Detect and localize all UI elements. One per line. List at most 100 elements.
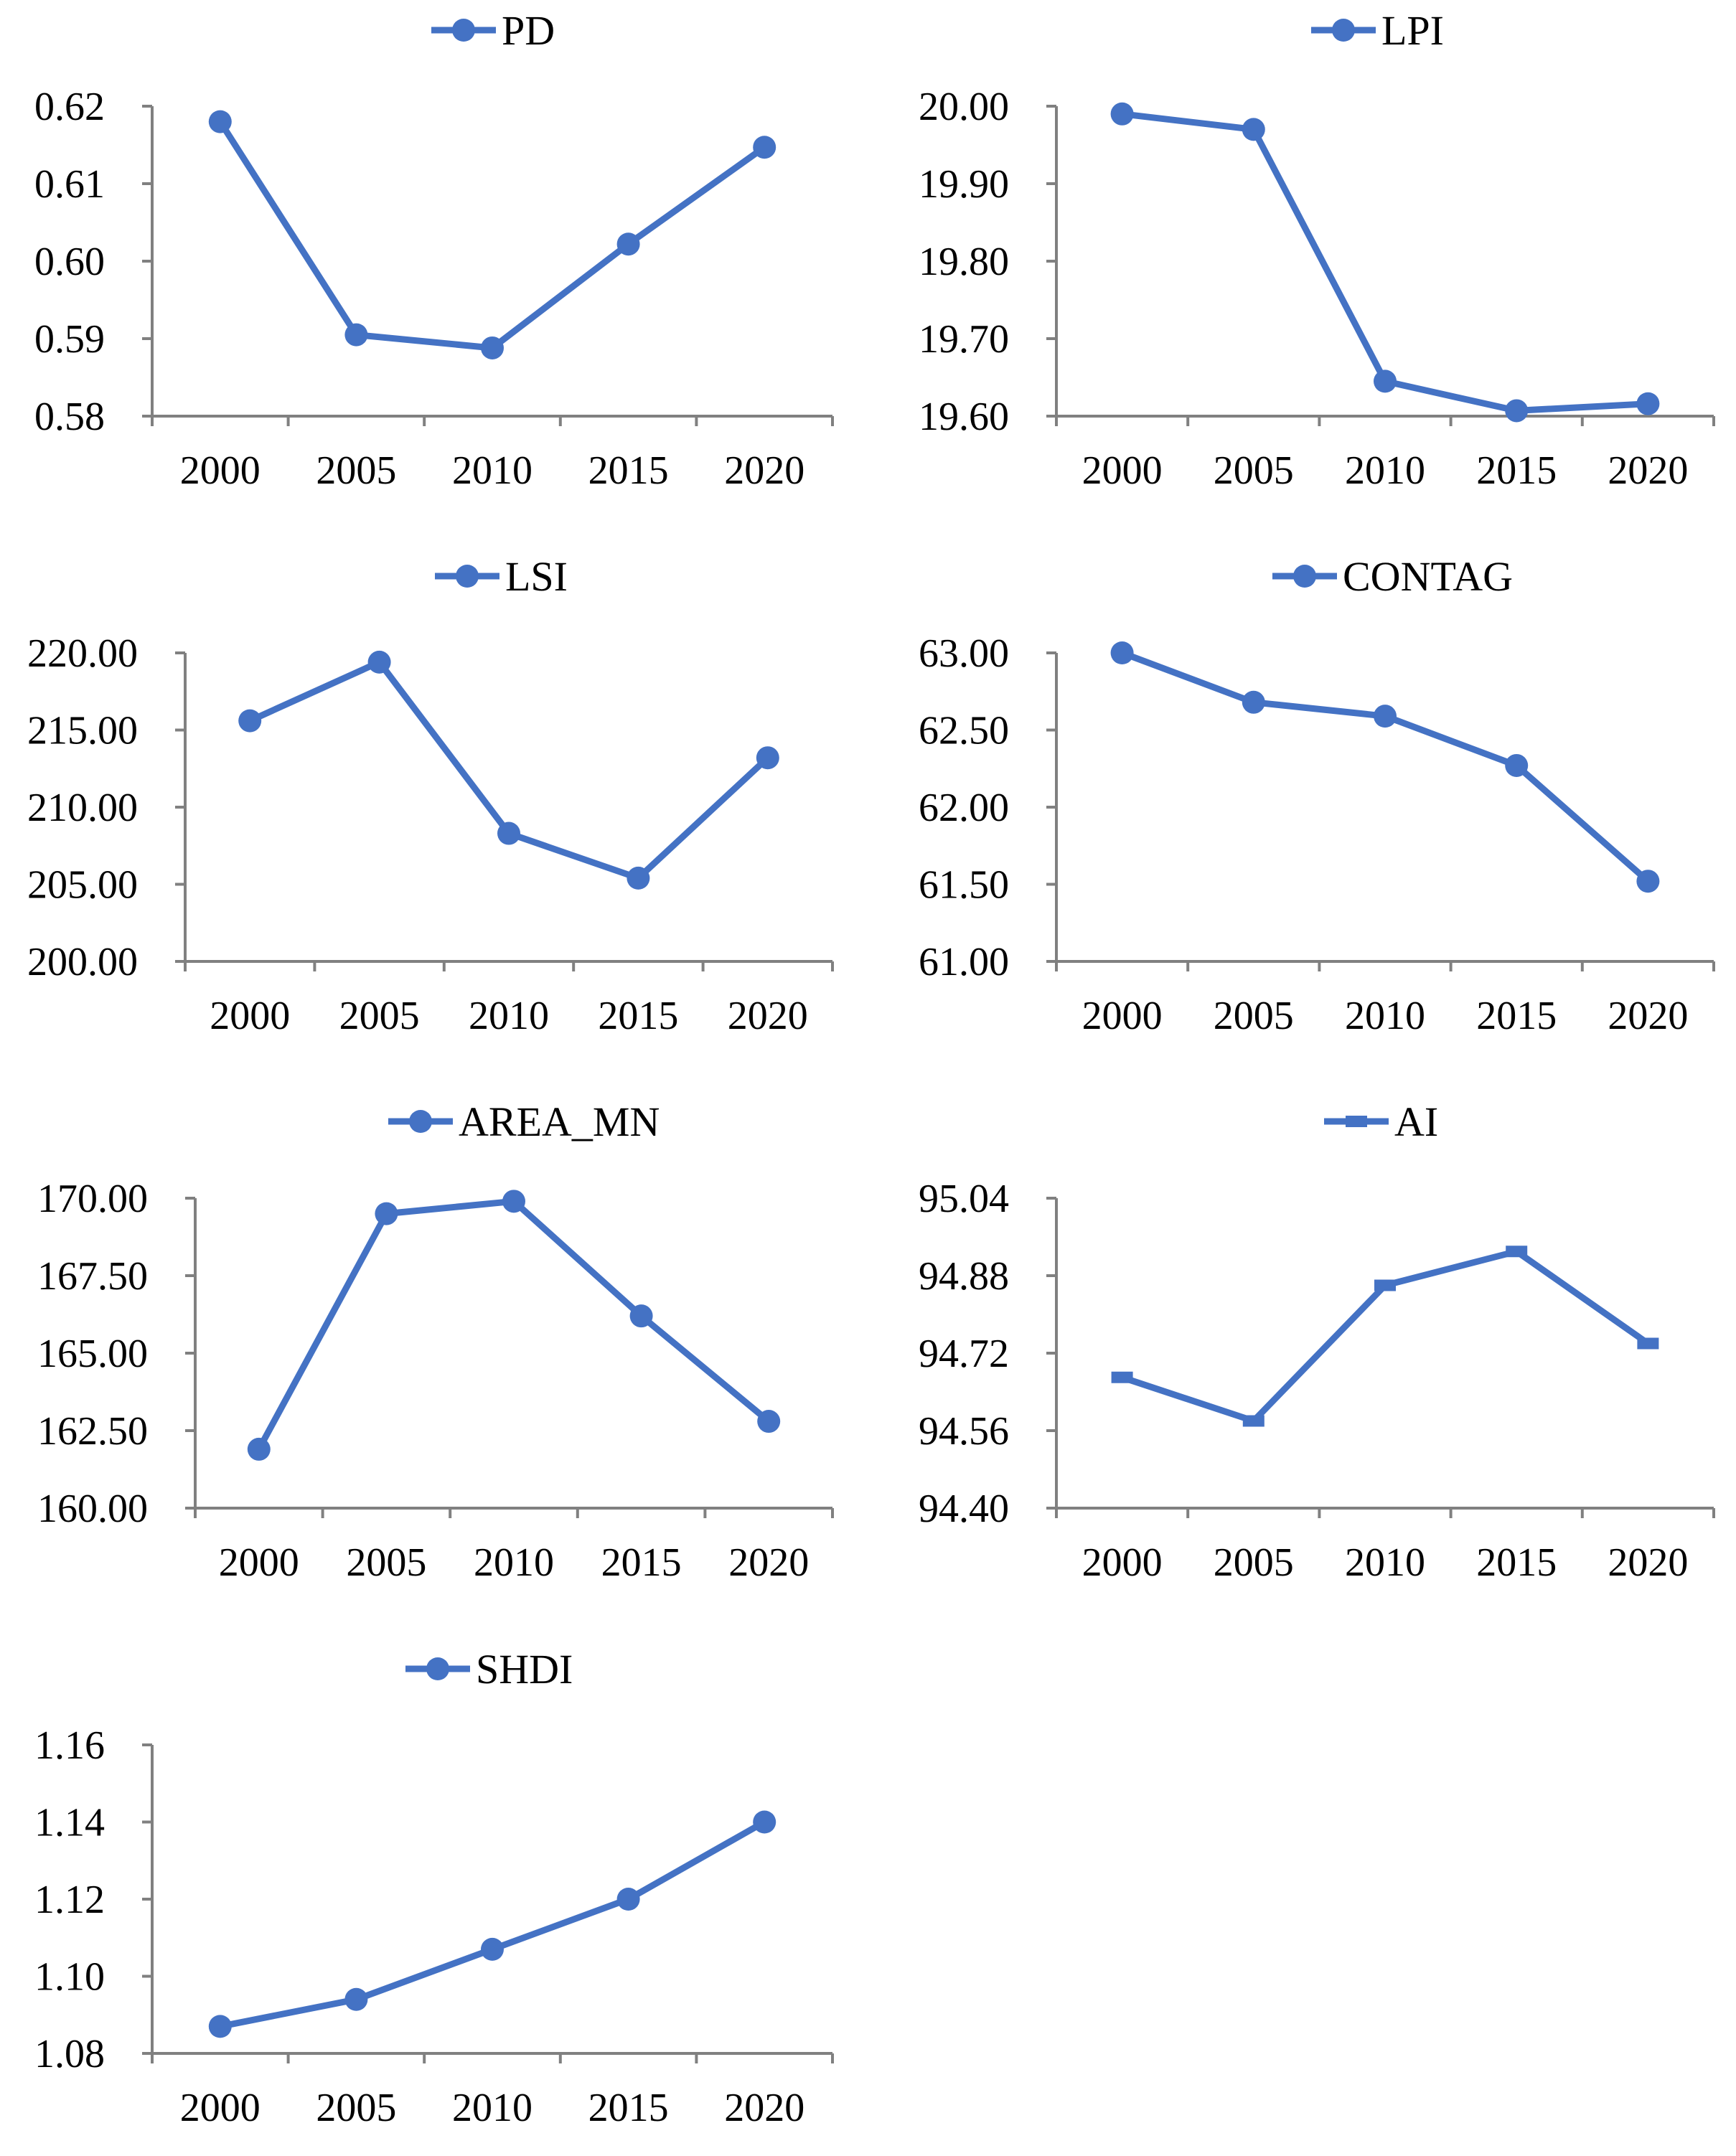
data-point — [208, 2015, 232, 2038]
data-point — [1110, 641, 1134, 664]
data-point — [497, 822, 520, 845]
data-point — [367, 650, 391, 674]
x-tick-label: 2020 — [724, 448, 804, 493]
x-tick-label: 2005 — [1214, 994, 1294, 1038]
x-tick-label: 2000 — [180, 448, 261, 493]
data-point — [757, 1410, 781, 1434]
chart-contag: 61.00 61.50 62.00 62.50 63.00 2000 2005 2010 201… — [919, 553, 1715, 1038]
y-tick-label: 210.00 — [27, 786, 138, 830]
data-point — [238, 709, 262, 733]
x-tick-label: 2020 — [728, 1540, 809, 1585]
x-tick-label: 2010 — [452, 448, 532, 493]
chart-lsi: 200.00 205.00 210.00 215.00 220.00 2000 2005 20… — [27, 553, 834, 1038]
legend-marker — [409, 1110, 432, 1133]
x-tick-label: 2015 — [598, 994, 678, 1038]
data-point — [344, 1987, 368, 2011]
y-tick-label: 19.60 — [919, 395, 1009, 439]
x-tick-label: 2010 — [452, 2086, 532, 2130]
x-tick-label: 2015 — [1476, 448, 1557, 493]
data-point — [616, 232, 640, 256]
data-point — [1505, 753, 1529, 777]
x-tick-label: 2015 — [601, 1540, 682, 1585]
y-tick-label: 20.00 — [919, 85, 1009, 129]
y-tick-label: 62.00 — [919, 786, 1009, 830]
series-line-shdi — [217, 1819, 768, 2030]
y-tick-label: 0.61 — [34, 162, 105, 207]
y-tick-label: 0.62 — [34, 85, 105, 129]
data-point — [481, 1937, 504, 1961]
y-tick-label: 1.14 — [34, 1801, 105, 1845]
legend-marker — [1346, 1116, 1367, 1127]
series-line-pd — [217, 118, 768, 352]
data-point — [481, 336, 504, 359]
data-point — [1637, 1337, 1659, 1350]
legend-label: LPI — [1381, 7, 1444, 54]
x-tick-label: 2000 — [180, 2086, 261, 2130]
x-tick-label: 2015 — [588, 448, 669, 493]
x-tick-label: 2010 — [469, 994, 549, 1038]
legend-marker — [426, 1657, 449, 1680]
legend-marker — [1332, 19, 1355, 42]
x-tick-label: 2000 — [219, 1540, 299, 1585]
y-tick-label: 62.50 — [919, 709, 1009, 753]
chart-lpi: 19.60 19.70 19.80 19.90 20.00 2000 2005 2010 201… — [919, 7, 1715, 493]
data-point — [616, 1888, 640, 1911]
data-point — [1242, 118, 1265, 141]
x-tick-label: 2010 — [1345, 1540, 1425, 1585]
series-line-lpi — [1119, 110, 1651, 414]
x-tick-label: 2005 — [316, 448, 396, 493]
legend-marker — [452, 19, 475, 42]
data-point — [247, 1437, 271, 1461]
y-tick-label: 220.00 — [27, 631, 138, 676]
chart-shdi: 1.08 1.10 1.12 1.14 1.16 2000 2005 2010 2015 2020… — [34, 1646, 834, 2130]
y-tick-label: 162.50 — [37, 1409, 148, 1454]
x-tick-label: 2020 — [1608, 994, 1688, 1038]
y-tick-label: 170.00 — [37, 1177, 148, 1221]
data-point — [753, 1810, 776, 1834]
y-tick-label: 19.90 — [919, 162, 1009, 207]
x-tick-label: 2010 — [1345, 448, 1425, 493]
chart-ai: 94.40 94.56 94.72 94.88 95.04 2000 2005 2010 201… — [919, 1098, 1715, 1585]
x-tick-label: 2020 — [724, 2086, 804, 2130]
y-tick-label: 94.40 — [919, 1487, 1009, 1531]
x-tick-label: 2005 — [316, 2086, 396, 2130]
data-point — [1505, 399, 1529, 423]
legend-marker — [1293, 565, 1316, 588]
y-tick-label: 0.60 — [34, 240, 105, 284]
y-tick-label: 0.58 — [34, 395, 105, 439]
y-tick-label: 63.00 — [919, 631, 1009, 676]
data-point — [344, 323, 368, 347]
legend-label: AI — [1394, 1098, 1438, 1145]
y-tick-label: 94.72 — [919, 1332, 1009, 1376]
y-tick-label: 205.00 — [27, 863, 138, 908]
data-point — [1374, 705, 1397, 728]
chart-pd: 0.58 0.59 0.60 0.61 0.62 2000 2005 2010 2015 2020… — [34, 7, 834, 493]
data-point — [1374, 1279, 1396, 1291]
y-tick-label: 1.08 — [34, 2032, 105, 2076]
legend-label: LSI — [505, 553, 568, 600]
legend-label: SHDI — [476, 1646, 573, 1693]
y-tick-label: 167.50 — [37, 1254, 148, 1299]
data-point — [1242, 1415, 1265, 1427]
x-tick-label: 2020 — [1608, 1540, 1688, 1585]
data-point — [375, 1202, 398, 1225]
data-point — [502, 1190, 525, 1213]
x-tick-label: 2020 — [728, 994, 808, 1038]
y-tick-label: 215.00 — [27, 709, 138, 753]
y-tick-label: 1.16 — [34, 1723, 105, 1768]
y-tick-label: 61.00 — [919, 940, 1009, 984]
data-point — [1242, 690, 1265, 714]
legend-label: PD — [502, 7, 555, 54]
x-tick-label: 2000 — [1082, 1540, 1163, 1585]
data-point — [1636, 392, 1660, 415]
data-point — [1506, 1246, 1528, 1258]
x-tick-label: 2005 — [346, 1540, 426, 1585]
x-tick-label: 2015 — [588, 2086, 669, 2130]
y-tick-label: 19.80 — [919, 240, 1009, 284]
series-line-contag — [1119, 649, 1651, 885]
y-tick-label: 1.12 — [34, 1878, 105, 1922]
chart-area-mn: 160.00 162.50 165.00 167.50 170.00 2000 2005 20… — [37, 1098, 834, 1585]
y-tick-label: 0.59 — [34, 317, 105, 362]
series-line-lsi — [246, 659, 771, 882]
